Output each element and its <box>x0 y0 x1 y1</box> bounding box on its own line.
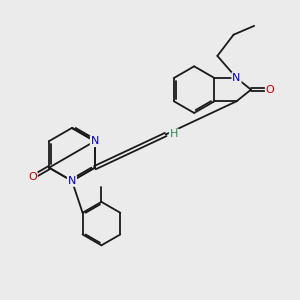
Text: H: H <box>170 130 178 140</box>
Text: O: O <box>266 85 274 94</box>
Text: N: N <box>91 136 99 146</box>
Text: N: N <box>68 176 76 186</box>
Text: O: O <box>28 172 37 182</box>
Text: N: N <box>232 73 241 83</box>
